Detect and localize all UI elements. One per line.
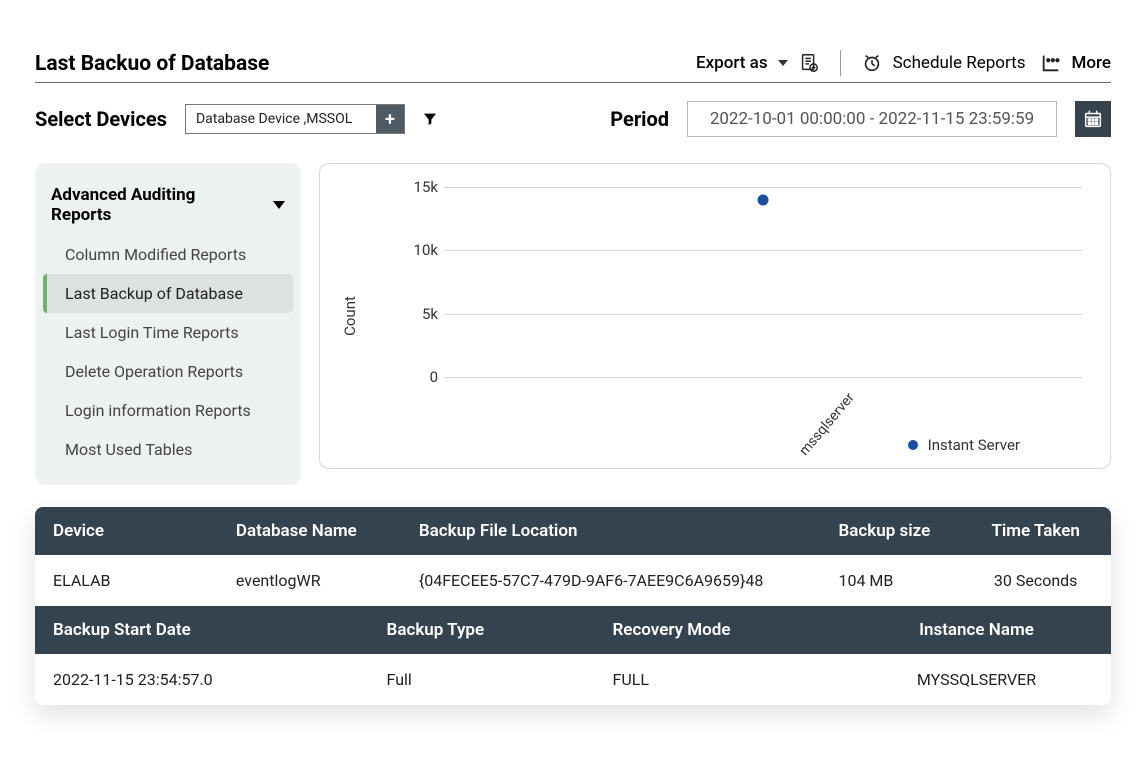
table-cell: 30 Seconds bbox=[960, 555, 1111, 606]
table-cell: 2022-11-15 23:54:57.0 bbox=[35, 654, 369, 705]
column-header: Database Name bbox=[218, 507, 401, 555]
clock-icon bbox=[861, 52, 883, 74]
sidebar-section-toggle[interactable]: Advanced Auditing Reports bbox=[43, 179, 293, 235]
chevron-down-icon bbox=[273, 201, 285, 209]
sidebar-item[interactable]: Login information Reports bbox=[51, 391, 293, 430]
table-header-row: DeviceDatabase NameBackup File LocationB… bbox=[35, 507, 1111, 555]
column-header: Backup size bbox=[820, 507, 960, 555]
table-row: ELALABeventlogWR{04FECEE5-57C7-479D-9AF6… bbox=[35, 555, 1111, 606]
legend-label: Instant Server bbox=[928, 436, 1020, 454]
export-label: Export as bbox=[696, 53, 768, 73]
chart-gridline bbox=[444, 314, 1082, 315]
sidebar-items: Column Modified ReportsLast Backup of Da… bbox=[43, 235, 293, 469]
filter-row: Select Devices Database Device ,MSSOL + … bbox=[35, 101, 1111, 137]
filter-icon[interactable] bbox=[421, 111, 439, 127]
chart-y-tick: 15k bbox=[398, 178, 438, 196]
table-cell: ELALAB bbox=[35, 555, 218, 606]
column-header: Backup Start Date bbox=[35, 606, 369, 654]
more-icon bbox=[1040, 52, 1062, 74]
export-as-dropdown[interactable]: Export as bbox=[696, 52, 820, 74]
table-cell: FULL bbox=[595, 654, 842, 705]
select-devices-label: Select Devices bbox=[35, 107, 167, 131]
sidebar-section-title: Advanced Auditing Reports bbox=[51, 185, 255, 225]
sidebar-item[interactable]: Last Backup of Database bbox=[43, 274, 293, 313]
schedule-reports-button[interactable]: Schedule Reports bbox=[861, 52, 1026, 74]
chart-gridline bbox=[444, 187, 1082, 188]
column-header: Backup File Location bbox=[401, 507, 821, 555]
period-range-display[interactable]: 2022-10-01 00:00:00 - 2022-11-15 23:59:5… bbox=[687, 101, 1057, 137]
main-content: Advanced Auditing Reports Column Modifie… bbox=[35, 163, 1111, 485]
table-cell: 104 MB bbox=[820, 555, 960, 606]
chart-legend: Instant Server bbox=[908, 436, 1020, 454]
sidebar-item[interactable]: Delete Operation Reports bbox=[51, 352, 293, 391]
column-header: Time Taken bbox=[960, 507, 1111, 555]
divider bbox=[840, 50, 841, 76]
calendar-button[interactable] bbox=[1075, 101, 1111, 137]
chart-y-axis-label: Count bbox=[341, 296, 359, 336]
sidebar: Advanced Auditing Reports Column Modifie… bbox=[35, 163, 301, 485]
table-row: 2022-11-15 23:54:57.0FullFULLMYSSQLSERVE… bbox=[35, 654, 1111, 705]
column-header: Backup Type bbox=[369, 606, 595, 654]
sidebar-item[interactable]: Most Used Tables bbox=[51, 430, 293, 469]
chart-x-tick: mssqlserver bbox=[796, 390, 857, 459]
more-label: More bbox=[1072, 53, 1111, 73]
chart-panel: Count 0 5k 10k 15k mssqlserver Instant Serve… bbox=[319, 163, 1111, 469]
export-doc-icon bbox=[798, 52, 820, 74]
column-header: Recovery Mode bbox=[595, 606, 842, 654]
chart-y-tick: 10k bbox=[398, 241, 438, 259]
page-header: Last Backuo of Database Export as bbox=[35, 50, 1111, 83]
chart-gridline bbox=[444, 250, 1082, 251]
add-device-button[interactable]: + bbox=[376, 105, 404, 133]
sidebar-item[interactable]: Column Modified Reports bbox=[51, 235, 293, 274]
period-label: Period bbox=[610, 107, 669, 131]
caret-down-icon bbox=[778, 60, 788, 66]
period-group: Period 2022-10-01 00:00:00 - 2022-11-15 … bbox=[610, 101, 1111, 137]
chart-y-tick: 5k bbox=[398, 305, 438, 323]
column-header: Device bbox=[35, 507, 218, 555]
backup-table-1: DeviceDatabase NameBackup File LocationB… bbox=[35, 507, 1111, 606]
table-cell: {04FECEE5-57C7-479D-9AF6-7AEE9C6A9659}48 bbox=[401, 555, 821, 606]
schedule-label: Schedule Reports bbox=[893, 53, 1026, 73]
more-button[interactable]: More bbox=[1040, 52, 1111, 74]
device-select-value: Database Device ,MSSOL bbox=[186, 105, 376, 133]
legend-marker-icon bbox=[908, 440, 918, 450]
table-cell: eventlogWR bbox=[218, 555, 401, 606]
chart-data-point bbox=[758, 194, 769, 205]
device-select[interactable]: Database Device ,MSSOL + bbox=[185, 104, 405, 134]
page-title: Last Backuo of Database bbox=[35, 52, 269, 76]
column-header: Instance Name bbox=[842, 606, 1111, 654]
header-actions: Export as Schedule Reports bbox=[696, 50, 1111, 76]
chart-area: 05k10k15kmssqlserver bbox=[398, 182, 1082, 382]
chart-gridline bbox=[444, 377, 1082, 378]
sidebar-item[interactable]: Last Login Time Reports bbox=[51, 313, 293, 352]
chart-y-tick: 0 bbox=[398, 368, 438, 386]
backup-table-2: Backup Start DateBackup TypeRecovery Mod… bbox=[35, 606, 1111, 705]
table-cell: Full bbox=[369, 654, 595, 705]
table-cell: MYSSQLSERVER bbox=[842, 654, 1111, 705]
table-header-row: Backup Start DateBackup TypeRecovery Mod… bbox=[35, 606, 1111, 654]
tables-container: DeviceDatabase NameBackup File LocationB… bbox=[35, 507, 1111, 705]
